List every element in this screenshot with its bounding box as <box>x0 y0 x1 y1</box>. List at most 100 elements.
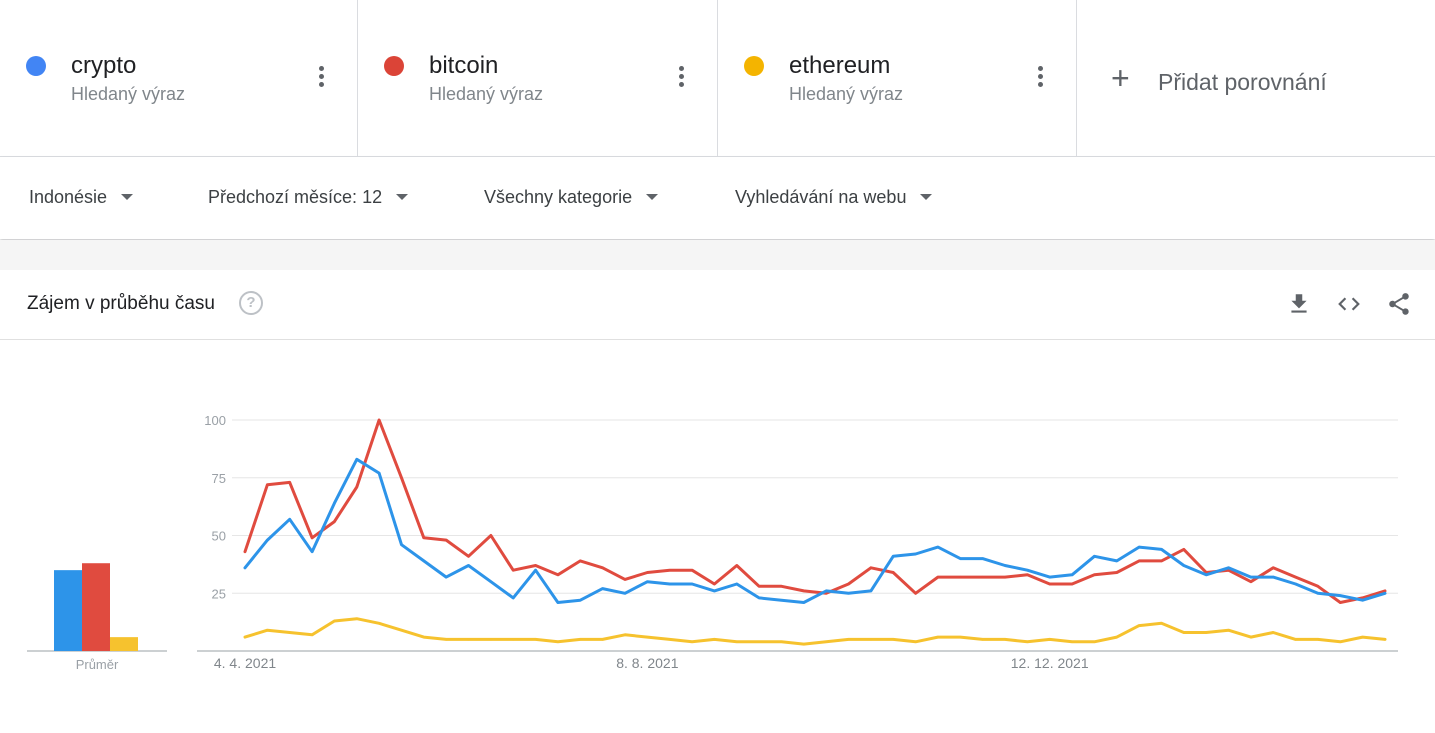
data-point-bitcoin <box>333 520 336 523</box>
term-ethereum[interactable]: ethereum Hledaný výraz <box>718 0 1077 157</box>
data-point-ethereum <box>869 638 873 641</box>
data-point-bitcoin <box>534 564 537 567</box>
data-point-bitcoin <box>444 538 448 542</box>
data-point-crypto <box>1048 575 1051 579</box>
data-point-crypto <box>1361 598 1364 602</box>
data-point-bitcoin <box>914 592 917 595</box>
data-point-bitcoin <box>802 589 806 593</box>
data-point-crypto <box>1316 592 1320 595</box>
data-point-crypto <box>556 601 560 604</box>
region-filter[interactable]: Indonésie <box>29 187 134 208</box>
data-point-bitcoin <box>1339 601 1342 604</box>
more-vert-icon[interactable] <box>1030 66 1050 90</box>
data-point-crypto <box>512 596 515 600</box>
data-point-bitcoin <box>288 481 291 484</box>
data-point-bitcoin <box>690 568 694 572</box>
filter-bar: Indonésie Předchozí měsíce: 12 Všechny k… <box>0 157 1435 239</box>
data-point-bitcoin <box>1249 580 1253 583</box>
series-line-bitcoin <box>243 418 1387 604</box>
search-type-filter[interactable]: Vyhledávání na webu <box>735 187 933 208</box>
section-separator <box>0 240 1435 270</box>
data-point-ethereum <box>623 633 627 637</box>
download-icon[interactable] <box>1286 291 1312 317</box>
more-vert-icon[interactable] <box>671 66 691 90</box>
average-bar-ethereum <box>110 637 138 651</box>
data-point-bitcoin <box>422 536 426 540</box>
term-bitcoin[interactable]: bitcoin Hledaný výraz <box>358 0 718 157</box>
data-point-crypto <box>534 568 537 572</box>
embed-icon[interactable] <box>1336 291 1362 317</box>
data-point-bitcoin <box>1115 571 1118 574</box>
data-point-crypto <box>757 596 761 600</box>
share-icon[interactable] <box>1386 291 1412 317</box>
term-subtitle: Hledaný výraz <box>789 84 904 104</box>
add-comparison-button[interactable]: + Přidat porovnání <box>1077 0 1435 156</box>
data-point-ethereum <box>914 640 917 643</box>
data-point-bitcoin <box>579 559 582 563</box>
trend-lines <box>243 418 1387 646</box>
term-color-dot <box>26 56 46 76</box>
data-point-ethereum <box>646 635 649 639</box>
data-point-ethereum <box>400 629 403 632</box>
data-point-crypto <box>914 552 917 556</box>
data-point-bitcoin <box>1026 573 1029 576</box>
data-point-crypto <box>1272 575 1275 579</box>
data-point-bitcoin <box>355 485 358 489</box>
data-point-crypto <box>802 601 806 604</box>
data-point-ethereum <box>601 638 604 641</box>
term-name: ethereum <box>789 52 891 79</box>
dropdown-arrow-icon <box>396 194 409 200</box>
data-point-crypto <box>1070 573 1074 576</box>
card-title: Zájem v průběhu času <box>27 293 215 314</box>
data-point-crypto <box>1383 592 1387 595</box>
data-point-bitcoin <box>959 575 962 579</box>
data-point-crypto <box>243 566 247 570</box>
data-point-bitcoin <box>713 582 716 586</box>
data-point-crypto <box>1339 594 1342 597</box>
data-point-crypto <box>713 589 716 593</box>
data-point-crypto <box>981 557 984 560</box>
x-tick-label: 12. 12. 2021 <box>1011 655 1089 671</box>
data-point-bitcoin <box>780 585 783 588</box>
data-point-bitcoin <box>1160 559 1163 563</box>
interest-over-time-chart[interactable]: 100 75 50 25 Průměr 4. 4. 2021 8. 8. 2021 12.… <box>0 340 1435 733</box>
data-point-crypto <box>266 538 269 542</box>
data-point-ethereum <box>1160 622 1163 625</box>
data-point-crypto <box>1204 573 1208 576</box>
data-point-crypto <box>824 589 828 593</box>
series-line-ethereum <box>243 617 1387 646</box>
data-point-ethereum <box>1204 631 1208 634</box>
data-point-ethereum <box>1137 624 1141 627</box>
data-point-crypto <box>1093 555 1096 558</box>
time-filter[interactable]: Předchozí měsíce: 12 <box>208 187 409 208</box>
data-point-ethereum <box>780 640 783 643</box>
data-point-bitcoin <box>847 582 850 586</box>
x-axis-labels: 4. 4. 2021 8. 8. 2021 12. 12. 2021 <box>214 655 1089 671</box>
data-point-crypto <box>1182 564 1186 567</box>
term-crypto[interactable]: crypto Hledaný výraz <box>0 0 358 157</box>
data-point-bitcoin <box>869 566 873 570</box>
data-point-ethereum <box>243 635 247 639</box>
data-point-bitcoin <box>243 550 247 553</box>
data-point-ethereum <box>1003 638 1007 641</box>
term-subtitle: Hledaný výraz <box>429 84 544 104</box>
data-point-crypto <box>646 580 649 583</box>
average-bar-crypto <box>54 570 82 651</box>
data-point-ethereum <box>713 638 716 641</box>
more-vert-icon[interactable] <box>311 66 331 90</box>
x-tick-label: 4. 4. 2021 <box>214 655 276 671</box>
help-icon[interactable]: ? <box>239 291 263 315</box>
data-point-crypto <box>1227 566 1230 570</box>
data-point-crypto <box>333 501 336 505</box>
category-filter[interactable]: Všechny kategorie <box>484 187 659 208</box>
data-point-crypto <box>1249 575 1253 579</box>
data-point-ethereum <box>802 642 806 646</box>
data-point-bitcoin <box>1383 589 1387 593</box>
data-point-crypto <box>288 518 291 521</box>
add-comparison-label: Přidat porovnání <box>1158 69 1327 95</box>
interest-over-time-header: Zájem v průběhu času ? <box>0 270 1435 340</box>
x-tick-label: 8. 8. 2021 <box>616 655 678 671</box>
data-point-crypto <box>892 555 895 558</box>
data-point-crypto <box>1294 582 1297 586</box>
data-point-crypto <box>1026 568 1029 572</box>
